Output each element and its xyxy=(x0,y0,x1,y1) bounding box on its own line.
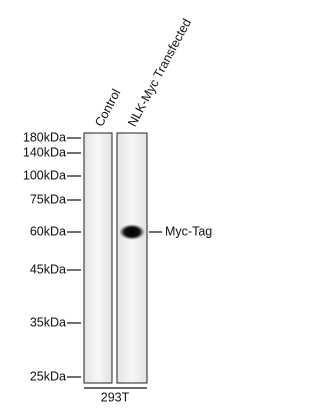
marker-label: 60kDa xyxy=(30,224,66,238)
lane-control xyxy=(84,133,112,383)
marker-label: 100kDa xyxy=(23,168,66,182)
protein-band xyxy=(119,224,145,240)
marker-label: 140kDa xyxy=(23,145,66,159)
western-blot: Control NLK-Myc Transfected 180kDa140kDa… xyxy=(0,0,240,410)
marker-label: 75kDa xyxy=(30,192,66,206)
lane-label: Control xyxy=(92,87,123,129)
marker-label: 45kDa xyxy=(30,262,66,276)
marker-label: 35kDa xyxy=(30,315,66,329)
band-label: Myc-Tag xyxy=(165,224,212,238)
marker-label: 180kDa xyxy=(23,130,66,144)
cell-line-label: 293T xyxy=(101,390,130,404)
lane-label: NLK-Myc Transfected xyxy=(125,16,194,129)
lane-transfected xyxy=(117,133,147,383)
marker-label: 25kDa xyxy=(30,369,66,383)
